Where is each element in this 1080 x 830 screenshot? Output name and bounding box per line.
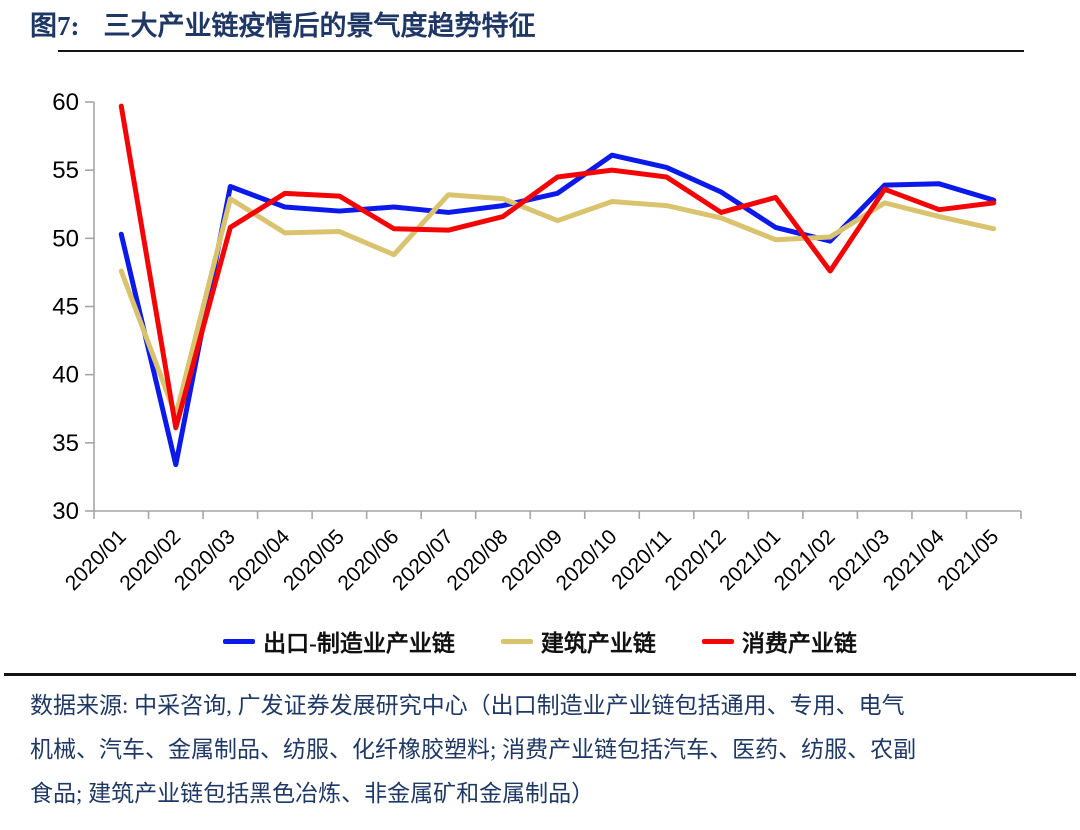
legend-item-consumer: 消费产业链: [701, 624, 857, 658]
y-tick-label: 45: [52, 294, 79, 321]
y-tick-label: 55: [52, 157, 79, 184]
series-line-出口-制造业产业链: [118, 152, 997, 468]
source-note-line: 数据来源: 中采咨询, 广发证券发展研究中心（出口制造业产业链包括通用、专用、电…: [30, 693, 905, 718]
figure-number-label: 图7:: [30, 11, 80, 41]
source-note: 数据来源: 中采咨询, 广发证券发展研究中心（出口制造业产业链包括通用、专用、电…: [30, 684, 1050, 816]
series-line-消费产业链: [118, 103, 997, 431]
gold-line-marker-icon: [500, 638, 533, 644]
pmi-trend-chart: 303540455055602020/012020/022020/032020/…: [52, 89, 1022, 595]
x-tick-label: 2021/05: [933, 525, 1003, 595]
source-note-line: 机械、汽车、金属制品、纺服、化纤橡胶塑料; 消费产业链包括汽车、医药、纺服、农副: [30, 737, 917, 762]
blue-line-marker-icon: [223, 638, 256, 644]
legend-item-construction: 建筑产业链: [500, 624, 656, 658]
y-tick-label: 60: [52, 89, 79, 116]
x-tick-label: 2020/10: [552, 525, 622, 595]
chart-legend: 出口-制造业产业链 建筑产业链 消费产业链: [0, 621, 1080, 661]
source-note-line: 食品; 建筑产业链包括黑色冶炼、非金属矿和金属制品）: [30, 781, 595, 806]
line-chart: 30 35 40 45 50 55 60 2020/01 2020/02 2020/03 2020/…: [0, 52, 1080, 627]
figure-title-text: 三大产业链疫情后的景气度趋势特征: [103, 11, 536, 41]
figure-header: 图7: 三大产业链疫情后的景气度趋势特征: [0, 0, 1080, 52]
y-tick-label: 40: [52, 362, 79, 389]
legend-item-export-manufacturing: 出口-制造业产业链: [223, 624, 455, 658]
y-tick-label: 35: [52, 430, 79, 457]
footer-divider: [4, 673, 1076, 676]
red-line-marker-icon: [701, 638, 734, 644]
figure-title: 图7: 三大产业链疫情后的景气度趋势特征: [30, 10, 1052, 42]
y-tick-label: 50: [52, 225, 79, 252]
series-line-建筑产业链: [118, 192, 997, 419]
legend-label: 建筑产业链: [540, 631, 656, 656]
legend-label: 出口-制造业产业链: [263, 631, 455, 656]
title-divider: [58, 50, 1024, 52]
y-tick-label: 30: [52, 498, 79, 525]
legend-label: 消费产业链: [741, 631, 857, 656]
